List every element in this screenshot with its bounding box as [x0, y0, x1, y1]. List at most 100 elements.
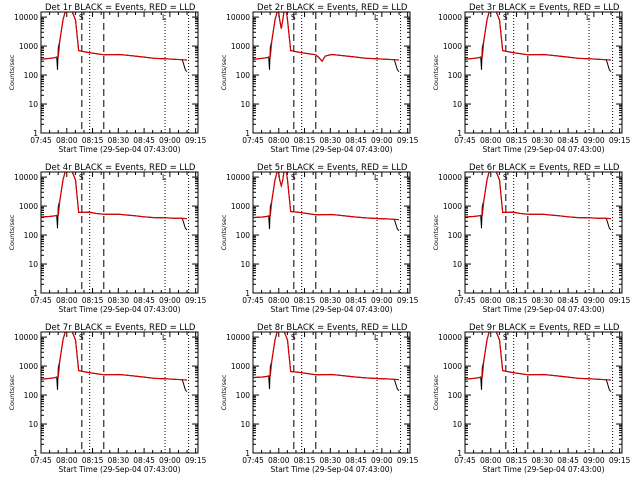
series-line-lld [465, 12, 612, 61]
x-tick-label: 08:45 [557, 296, 579, 305]
x-tick-label: 09:00 [371, 456, 393, 465]
detector-panel: Det 4r BLACK = Events, RED = LLD 1 10 100 10… [8, 163, 207, 314]
y-tick-label: 1 [457, 129, 462, 138]
series-line-lld [41, 332, 188, 381]
x-tick-label: 09:00 [159, 136, 181, 145]
time-marker-label: S [503, 173, 508, 182]
y-tick-label: 1000 [231, 42, 250, 51]
y-tick-label: 1000 [443, 362, 462, 371]
y-tick-label: 10000 [226, 13, 250, 22]
x-tick-label: 08:30 [532, 456, 554, 465]
x-tick-label: 09:00 [371, 136, 393, 145]
panel-title: Det 9r BLACK = Events, RED = LLD [469, 323, 620, 333]
y-tick-label: 10000 [14, 333, 38, 342]
plot-frame [252, 331, 411, 454]
x-tick-label: 08:45 [345, 456, 367, 465]
x-tick-label: 07:45 [242, 456, 264, 465]
y-axis-label: Counts/sec [8, 214, 16, 250]
series-line-lld [465, 332, 612, 381]
plot-frame [464, 171, 623, 294]
x-tick-label: 08:30 [108, 136, 130, 145]
x-axis-label: Start Time (29-Sep-04 07:43:00) [271, 465, 393, 474]
time-marker-label: S [291, 13, 296, 22]
x-tick-label: 08:15 [506, 296, 528, 305]
y-tick-label: 10000 [14, 173, 38, 182]
y-tick-label: 1 [457, 289, 462, 298]
series-line-lld [41, 172, 188, 220]
y-tick-label: 10 [240, 420, 250, 429]
y-axis-label: Counts/sec [432, 214, 440, 250]
x-tick-label: 07:45 [242, 136, 264, 145]
time-marker-label: L [374, 173, 379, 182]
time-marker-label: S [503, 333, 508, 342]
x-tick-label: 08:30 [532, 136, 554, 145]
y-tick-label: 100 [236, 391, 251, 400]
detector-panel: Det 9r BLACK = Events, RED = LLD 1 10 100 10… [432, 323, 631, 474]
y-tick-label: 10 [240, 100, 250, 109]
x-tick-label: 08:00 [268, 456, 290, 465]
x-tick-label: 09:00 [583, 296, 605, 305]
time-marker-label: L [162, 173, 167, 182]
x-tick-label: 08:15 [294, 296, 316, 305]
plot-frame [252, 171, 411, 294]
y-tick-label: 1 [245, 289, 250, 298]
panel-title: Det 5r BLACK = Events, RED = LLD [257, 163, 408, 173]
x-tick-label: 09:00 [371, 296, 393, 305]
y-tick-label: 100 [236, 231, 251, 240]
x-axis-label: Start Time (29-Sep-04 07:43:00) [483, 305, 605, 314]
time-marker-label: L [586, 333, 591, 342]
detector-panel: Det 3r BLACK = Events, RED = LLD 1 10 100 10… [432, 3, 631, 154]
detector-panel: Det 1r BLACK = Events, RED = LLD 1 10 100 10… [8, 3, 207, 154]
y-tick-label: 10000 [438, 13, 462, 22]
time-marker-label: L [162, 13, 167, 22]
panel-title: Det 2r BLACK = Events, RED = LLD [257, 3, 408, 13]
panel-title: Det 7r BLACK = Events, RED = LLD [45, 323, 196, 333]
x-tick-label: 08:15 [506, 136, 528, 145]
y-tick-label: 1000 [231, 202, 250, 211]
x-tick-label: 07:45 [30, 136, 52, 145]
series-line-lld [41, 12, 188, 61]
x-tick-label: 08:00 [56, 456, 78, 465]
y-tick-label: 1 [245, 449, 250, 458]
detector-panel: Det 8r BLACK = Events, RED = LLD 1 10 100 10… [220, 323, 419, 474]
series-line-lld [253, 172, 400, 221]
x-axis-label: Start Time (29-Sep-04 07:43:00) [59, 465, 181, 474]
y-axis-label: Counts/sec [432, 374, 440, 410]
y-tick-label: 10 [240, 260, 250, 269]
x-axis-label: Start Time (29-Sep-04 07:43:00) [271, 305, 393, 314]
x-tick-label: 08:15 [82, 136, 104, 145]
y-tick-label: 1 [457, 449, 462, 458]
panel-title: Det 4r BLACK = Events, RED = LLD [45, 163, 196, 173]
y-tick-label: 100 [24, 71, 39, 80]
y-tick-label: 10000 [438, 173, 462, 182]
plot-frame [40, 331, 199, 454]
y-axis-label: Counts/sec [220, 214, 228, 250]
detector-panel: Det 2r BLACK = Events, RED = LLD 1 10 100 10… [220, 3, 419, 154]
series-line-lld [465, 172, 612, 220]
y-tick-label: 1000 [19, 202, 38, 211]
plot-frame [40, 11, 199, 134]
x-tick-label: 09:15 [609, 456, 631, 465]
x-axis-label: Start Time (29-Sep-04 07:43:00) [483, 465, 605, 474]
x-tick-label: 08:45 [345, 136, 367, 145]
y-tick-label: 100 [448, 71, 463, 80]
y-tick-label: 10 [452, 420, 462, 429]
panel-title: Det 8r BLACK = Events, RED = LLD [257, 323, 408, 333]
x-tick-label: 08:45 [133, 296, 155, 305]
time-marker-label: S [79, 13, 84, 22]
x-tick-label: 09:00 [159, 456, 181, 465]
time-marker-label: L [586, 13, 591, 22]
series-line-lld [253, 332, 400, 381]
x-tick-label: 09:15 [185, 456, 207, 465]
x-axis-label: Start Time (29-Sep-04 07:43:00) [271, 145, 393, 154]
detector-panel: Det 5r BLACK = Events, RED = LLD 1 10 100 10… [220, 163, 419, 314]
y-tick-label: 10 [452, 260, 462, 269]
detector-panel: Det 6r BLACK = Events, RED = LLD 1 10 100 10… [432, 163, 631, 314]
x-tick-label: 08:45 [133, 136, 155, 145]
x-tick-label: 08:00 [268, 136, 290, 145]
x-tick-label: 08:00 [480, 296, 502, 305]
x-tick-label: 08:00 [56, 296, 78, 305]
x-tick-label: 08:30 [108, 456, 130, 465]
y-tick-label: 1 [33, 129, 38, 138]
